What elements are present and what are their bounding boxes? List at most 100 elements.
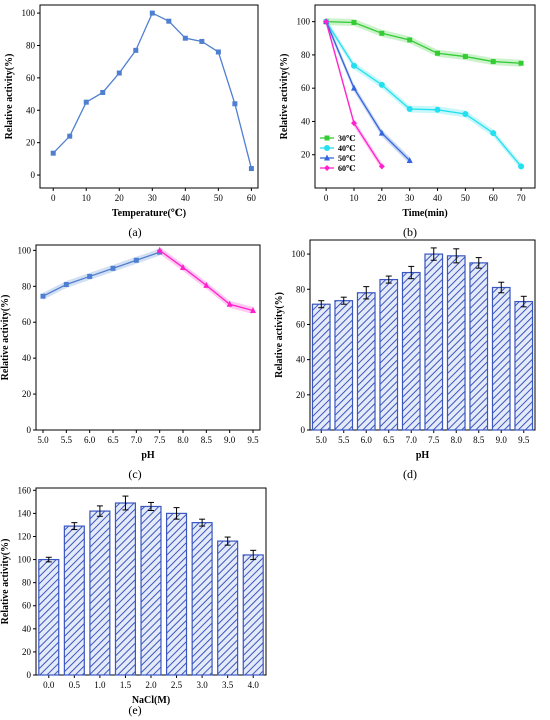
bar xyxy=(469,262,489,431)
chart-c: pH Relative activity(%) (c) 0 20 40 60 80 100 5.0… xyxy=(0,244,261,481)
bar xyxy=(242,554,264,676)
y-tick-label: 80 xyxy=(296,284,306,294)
y-tick-label: 100 xyxy=(18,555,32,565)
x-tick-label: 8.0 xyxy=(177,435,189,445)
y-tick-label: 40 xyxy=(22,624,32,634)
series-line xyxy=(325,21,411,162)
panel-label: (e) xyxy=(128,703,141,717)
series-line xyxy=(42,251,160,297)
y-tick-label: 40 xyxy=(26,105,36,115)
y-tick-label: 40 xyxy=(296,355,306,365)
y-axis-label: Relative activity(%) xyxy=(0,539,11,625)
x-tick-label: 5.5 xyxy=(61,435,73,445)
x-tick-label: 0 xyxy=(51,193,56,203)
y-tick-label: 100 xyxy=(297,17,311,27)
y-tick-label: 20 xyxy=(296,390,306,400)
y-axis-label: Relative activity(%) xyxy=(0,295,11,381)
y-tick-label: 60 xyxy=(301,83,311,93)
y-tick-label: 60 xyxy=(296,319,306,329)
data-point xyxy=(63,282,69,288)
x-tick-label: 30 xyxy=(405,193,415,203)
data-point xyxy=(407,37,413,43)
data-point xyxy=(435,50,441,56)
bar xyxy=(89,510,111,676)
y-tick-label: 80 xyxy=(301,50,311,60)
series-band xyxy=(43,248,160,300)
x-tick-label: 1.0 xyxy=(94,680,106,690)
chart-b: Time(min) Relative activity(%) (b) 20 40 60 80… xyxy=(279,4,536,239)
data-point xyxy=(83,99,89,105)
data-point xyxy=(232,101,238,107)
x-tick-label: 6.5 xyxy=(107,435,119,445)
series-line xyxy=(326,20,522,64)
panel-label: (b) xyxy=(403,225,417,239)
y-tick-label: 80 xyxy=(22,578,32,588)
data-point xyxy=(199,38,205,44)
bar xyxy=(491,286,511,431)
x-tick-label: 7.0 xyxy=(131,435,143,445)
x-tick-label: 7.0 xyxy=(406,435,418,445)
x-tick-label: 10 xyxy=(82,193,92,203)
data-point xyxy=(180,263,186,270)
data-point xyxy=(490,130,497,137)
x-tick-label: 60 xyxy=(489,193,499,203)
x-tick-label: 6.5 xyxy=(383,435,395,445)
data-point xyxy=(203,281,210,288)
y-tick-label: 0 xyxy=(27,425,32,435)
data-point xyxy=(67,133,73,139)
x-tick-label: 0.0 xyxy=(43,680,55,690)
chart-d: pH Relative activity(%) (d) 0 20 40 60 80 100 5.0… xyxy=(274,239,536,481)
data-point xyxy=(116,70,122,76)
bar xyxy=(334,300,354,431)
x-tick-label: 4.0 xyxy=(248,680,260,690)
bar xyxy=(38,558,60,676)
bar xyxy=(424,253,444,431)
x-tick-label: 60 xyxy=(247,193,257,203)
x-tick-label: 70 xyxy=(517,193,527,203)
bar xyxy=(217,540,239,676)
series-band xyxy=(159,246,253,315)
x-tick-label: 3.0 xyxy=(196,680,208,690)
x-tick-label: 10 xyxy=(349,193,359,203)
y-tick-label: 100 xyxy=(292,249,306,259)
legend-label: 60℃ xyxy=(338,164,356,173)
x-tick-label: 3.5 xyxy=(222,680,234,690)
x-tick-label: 7.5 xyxy=(428,435,440,445)
x-tick-label: 5.5 xyxy=(338,435,350,445)
legend-label: 30℃ xyxy=(338,134,356,143)
x-tick-label: 20 xyxy=(115,193,125,203)
legend-marker xyxy=(324,135,330,141)
data-point xyxy=(40,293,46,299)
series-line xyxy=(325,21,522,167)
legend-marker xyxy=(324,165,330,171)
data-point xyxy=(350,62,357,69)
bar xyxy=(311,303,331,431)
y-tick-label: 20 xyxy=(301,150,311,160)
data-point xyxy=(215,49,221,55)
x-axis-label: Temperature(℃) xyxy=(112,208,186,219)
data-point xyxy=(406,105,413,112)
y-tick-label: 0 xyxy=(27,670,32,680)
data-point xyxy=(350,84,357,91)
plot-frame xyxy=(35,244,261,431)
chart-e: NaCl(M) Relative activity(%) (e) 0 20 40 60 80 1… xyxy=(0,485,267,717)
data-point xyxy=(248,166,254,172)
x-tick-label: 6.0 xyxy=(84,435,96,445)
y-tick-label: 60 xyxy=(26,73,36,83)
x-tick-label: 2.5 xyxy=(171,680,183,690)
data-point xyxy=(182,35,188,41)
bar xyxy=(356,292,376,431)
x-tick-label: 9.0 xyxy=(224,435,236,445)
x-tick-label: 9.5 xyxy=(518,435,530,445)
data-point xyxy=(133,257,139,263)
y-tick-label: 80 xyxy=(26,40,36,50)
data-point xyxy=(378,81,385,88)
x-tick-label: 8.5 xyxy=(201,435,213,445)
y-tick-label: 40 xyxy=(301,116,311,126)
y-tick-label: 80 xyxy=(22,281,32,291)
series-band xyxy=(326,18,410,165)
data-point xyxy=(323,18,330,25)
legend-marker xyxy=(324,154,330,161)
x-tick-label: 2.0 xyxy=(145,680,157,690)
x-tick-label: 8.0 xyxy=(451,435,463,445)
